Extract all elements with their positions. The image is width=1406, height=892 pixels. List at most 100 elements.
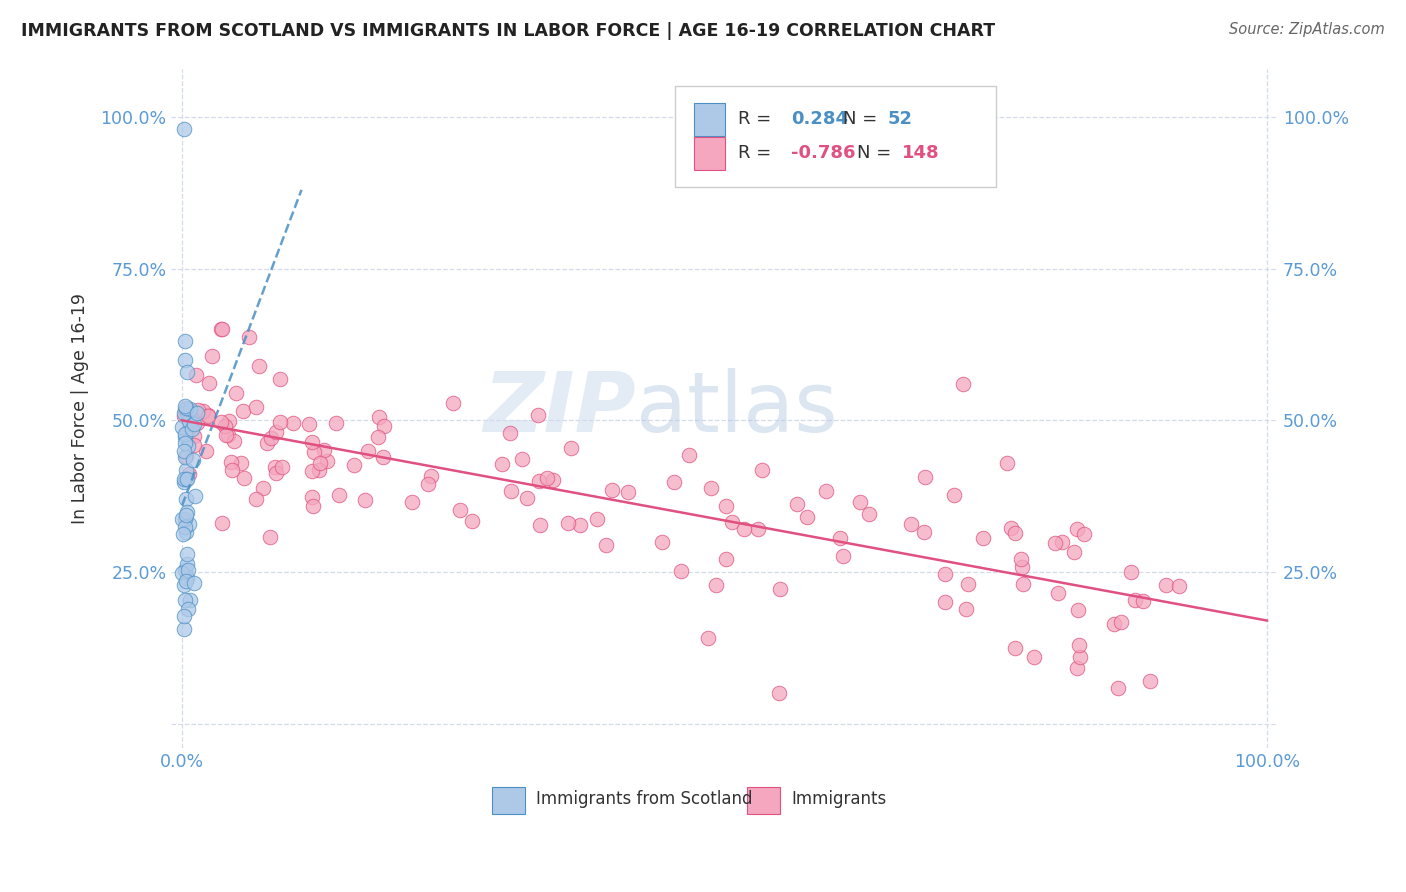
Point — [1011, 560, 1033, 574]
Point — [271, 460, 294, 475]
Text: 148: 148 — [901, 145, 939, 162]
Point — [849, 494, 872, 508]
Point — [714, 552, 737, 566]
Point — [176, 602, 198, 616]
Point — [943, 488, 966, 502]
Point — [700, 481, 723, 495]
Point — [269, 415, 291, 429]
Point — [233, 470, 256, 484]
Point — [301, 434, 323, 449]
Point — [461, 514, 484, 528]
Text: Immigrants: Immigrants — [792, 790, 886, 808]
Point — [696, 631, 718, 645]
Point — [367, 429, 389, 443]
Point — [259, 530, 281, 544]
Point — [308, 463, 330, 477]
Point — [211, 415, 233, 429]
Text: ZIP: ZIP — [484, 368, 636, 449]
Point — [173, 436, 195, 450]
Point — [912, 524, 935, 539]
Point — [1010, 552, 1032, 566]
Point — [568, 517, 591, 532]
FancyBboxPatch shape — [747, 787, 780, 814]
Point — [720, 515, 742, 529]
Point — [183, 417, 205, 431]
Point — [401, 495, 423, 509]
Point — [1004, 525, 1026, 540]
Point — [186, 417, 208, 431]
Point — [368, 409, 391, 424]
Point — [181, 452, 204, 467]
Point — [1123, 593, 1146, 607]
Point — [768, 686, 790, 700]
Point — [449, 503, 471, 517]
Point — [595, 538, 617, 552]
Point — [1132, 594, 1154, 608]
Point — [1109, 615, 1132, 629]
Point — [1067, 602, 1090, 616]
Point — [955, 601, 977, 615]
Point — [1052, 534, 1074, 549]
Point — [211, 516, 233, 530]
Point — [174, 401, 197, 415]
Point — [211, 322, 233, 336]
Point — [173, 444, 195, 458]
Point — [914, 470, 936, 484]
Point — [264, 467, 287, 481]
Point — [173, 609, 195, 624]
Point — [1004, 641, 1026, 656]
Point — [173, 450, 195, 464]
Point — [1154, 578, 1177, 592]
Point — [499, 483, 522, 498]
FancyBboxPatch shape — [492, 787, 526, 814]
Text: Source: ZipAtlas.com: Source: ZipAtlas.com — [1229, 22, 1385, 37]
Point — [786, 497, 808, 511]
Point — [769, 582, 792, 596]
Point — [173, 406, 195, 420]
Point — [1168, 579, 1191, 593]
Point — [177, 403, 200, 417]
Point — [201, 349, 224, 363]
Point — [1043, 536, 1066, 550]
Point — [222, 434, 245, 448]
Point — [252, 481, 274, 495]
Point — [172, 527, 194, 541]
Point — [416, 477, 439, 491]
Point — [1066, 522, 1088, 536]
Point — [560, 441, 582, 455]
Point — [264, 425, 287, 439]
Point — [302, 445, 325, 459]
Point — [186, 368, 208, 382]
Text: -0.786: -0.786 — [792, 145, 855, 162]
FancyBboxPatch shape — [693, 137, 724, 169]
Point — [174, 463, 197, 477]
Point — [704, 578, 727, 592]
Point — [173, 430, 195, 444]
Point — [260, 431, 283, 445]
Point — [174, 352, 197, 367]
Point — [179, 416, 201, 430]
Point — [373, 418, 395, 433]
Point — [209, 322, 232, 336]
Point — [972, 531, 994, 545]
Point — [173, 475, 195, 489]
Point — [172, 566, 194, 581]
Point — [510, 451, 533, 466]
Point — [217, 428, 239, 442]
Point — [245, 400, 267, 414]
Point — [183, 428, 205, 442]
Point — [669, 564, 692, 578]
Point — [176, 450, 198, 464]
Point — [419, 469, 441, 483]
Point — [934, 566, 956, 581]
Point — [314, 443, 336, 458]
Point — [173, 409, 195, 423]
Text: R =: R = — [738, 145, 778, 162]
Point — [177, 440, 200, 454]
Point — [309, 456, 332, 470]
Point — [179, 414, 201, 428]
Point — [197, 408, 219, 422]
Point — [1012, 577, 1035, 591]
Text: 52: 52 — [887, 111, 912, 128]
Point — [1066, 661, 1088, 675]
